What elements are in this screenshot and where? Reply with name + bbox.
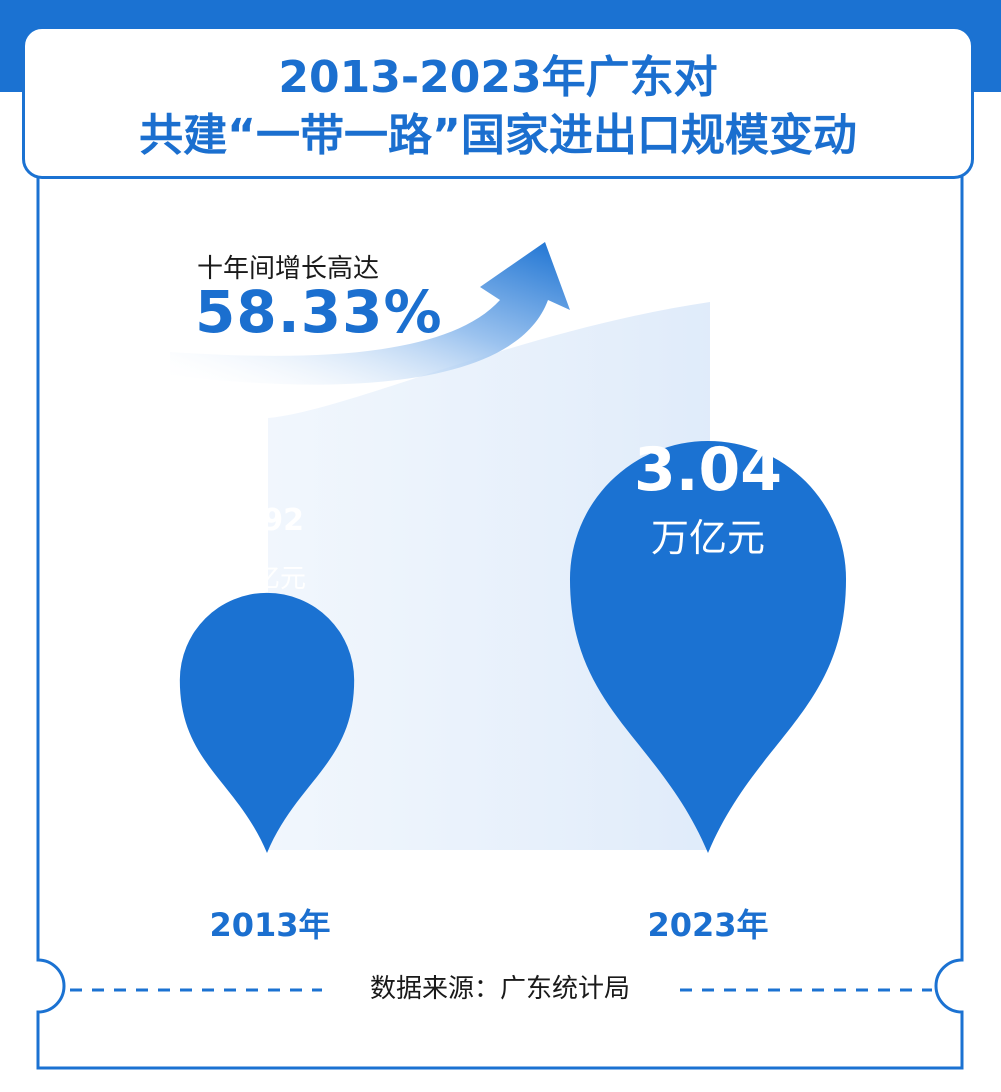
unit-label-2013: 万亿元 xyxy=(227,564,306,594)
data-label-2013: 1.92 xyxy=(229,503,305,538)
category-label-2023: 2023年 xyxy=(647,906,769,944)
data-source: 数据来源：广东统计局 xyxy=(369,974,630,1004)
bar-pin-2023年 xyxy=(569,441,847,853)
category-label-2013: 2013年 xyxy=(209,906,331,944)
chart-title-line-1: 2013-2023年广东对 xyxy=(278,52,718,103)
data-label-2023: 3.04 xyxy=(633,435,783,505)
growth-band xyxy=(268,302,710,850)
title-box: 2013-2023年广东对 共建“一带一路”国家进出口规模变动 xyxy=(22,26,974,179)
growth-label: 十年间增长高达 xyxy=(197,254,380,284)
bar-pin-2013年 xyxy=(179,592,355,853)
growth-arrow xyxy=(170,242,570,385)
chart-title-line-2: 共建“一带一路”国家进出口规模变动 xyxy=(139,110,857,161)
unit-label-2023: 万亿元 xyxy=(650,516,765,560)
growth-value: 58.33% xyxy=(195,278,443,346)
